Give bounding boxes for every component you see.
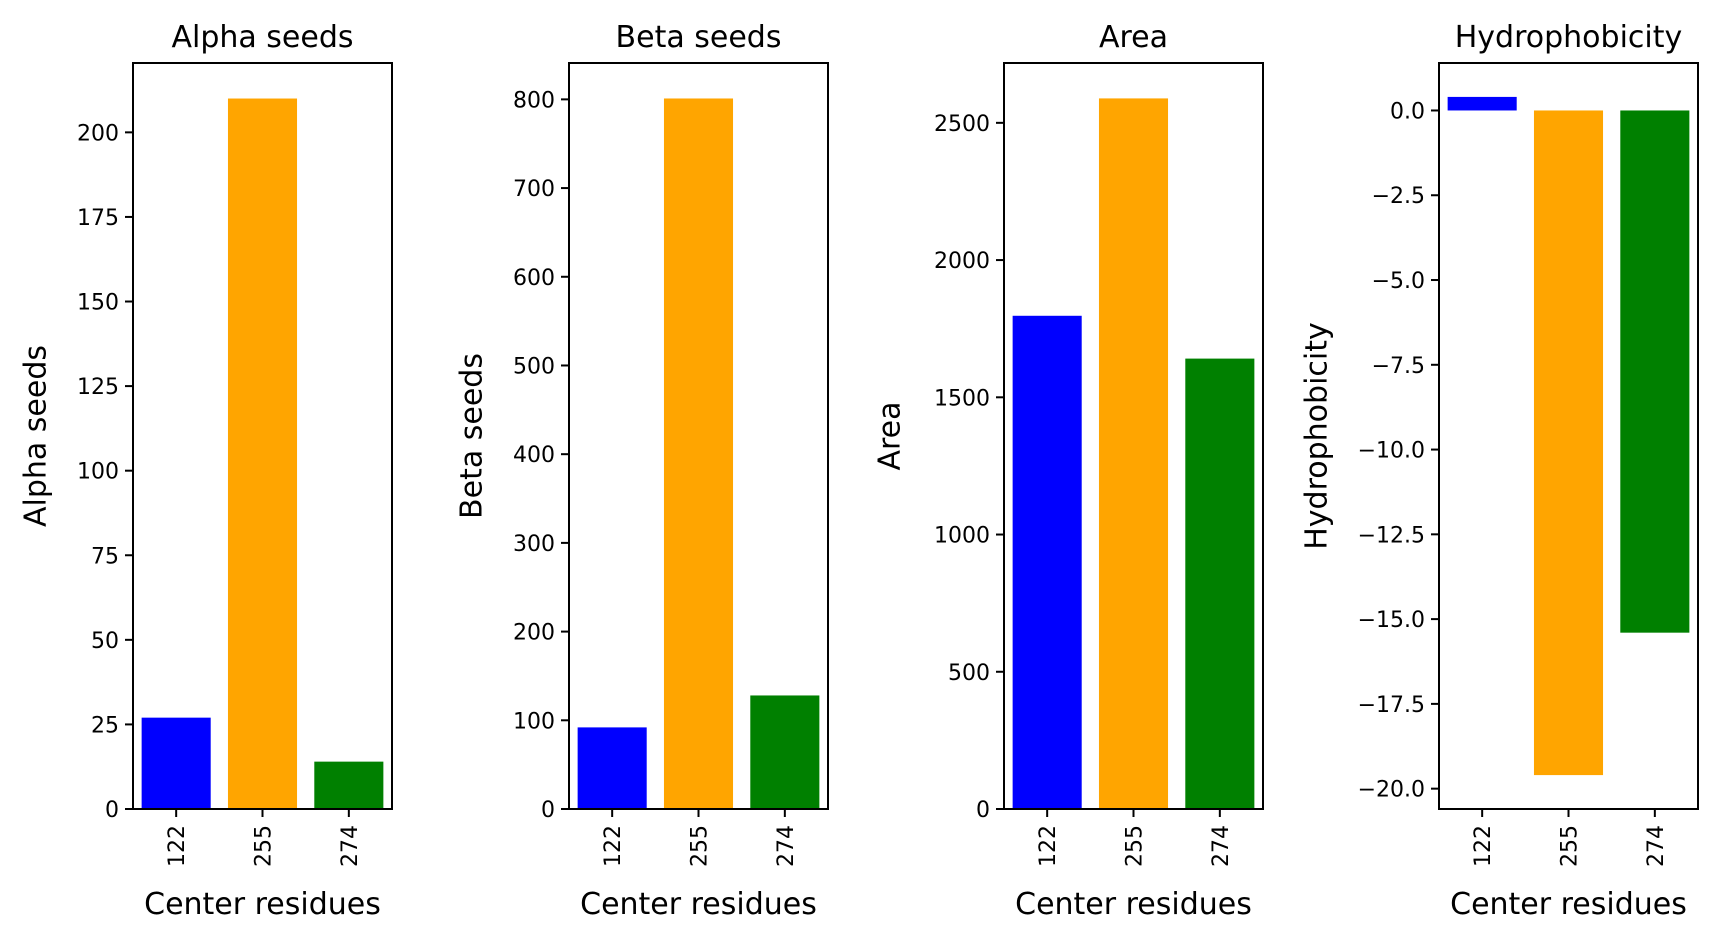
y-tick-label: 150 — [77, 291, 119, 316]
y-tick-label: 0 — [105, 798, 119, 823]
bar-274 — [750, 695, 820, 809]
bar-122 — [1012, 315, 1082, 809]
x-tick-label: 122 — [601, 825, 626, 867]
subplot-1: 0 25 50 75 100 125 150 175 200 122 255 274 Alpha see… — [19, 20, 393, 922]
y-tick-label: 1500 — [934, 386, 990, 411]
x-tick-label: 255 — [688, 825, 713, 867]
subplot-3: 0 500 1000 1500 2000 2500 122 255 274 Area Center … — [873, 20, 1264, 922]
y-tick-label: 25 — [91, 713, 119, 738]
y-tick-label: 0.0 — [1390, 99, 1425, 124]
chart-title: Hydrophobicity — [1455, 20, 1683, 55]
y-tick-label: 2500 — [934, 112, 990, 137]
y-axis-label: Area — [873, 401, 908, 470]
chart-title: Area — [1099, 20, 1168, 55]
x-tick-label: 255 — [252, 825, 277, 867]
x-axis-label: Center residues — [580, 887, 817, 922]
y-tick-label: 200 — [77, 121, 119, 146]
x-tick-label: 255 — [1123, 825, 1148, 867]
y-tick-label: −17.5 — [1358, 693, 1425, 718]
y-axis-label: Hydrophobicity — [1300, 322, 1335, 550]
bar-255 — [1533, 110, 1604, 776]
y-tick-label: 800 — [513, 88, 555, 113]
chart-title: Beta seeds — [616, 20, 782, 55]
x-tick-label: 122 — [1471, 825, 1496, 867]
bar-255 — [663, 98, 734, 809]
x-tick-label: 122 — [165, 825, 190, 867]
x-tick-label: 255 — [1558, 825, 1583, 867]
x-tick-label: 274 — [1644, 825, 1669, 867]
x-tick-label: 274 — [774, 825, 799, 867]
bar-122 — [577, 727, 647, 809]
x-axis-label: Center residues — [144, 887, 381, 922]
x-axis-label: Center residues — [1450, 887, 1687, 922]
subplot-4: 0.0 −2.5 −5.0 −7.5 −10.0 −12.5 −15.0 −17.5 −20.0… — [1300, 20, 1699, 922]
bar-274 — [314, 761, 384, 809]
bar-122 — [141, 717, 211, 809]
x-tick-label: 274 — [1209, 825, 1234, 867]
y-axis-label: Alpha seeds — [19, 345, 54, 527]
y-tick-label: 2000 — [934, 249, 990, 274]
y-tick-label: −20.0 — [1358, 778, 1425, 803]
y-tick-label: 75 — [91, 544, 119, 569]
y-tick-label: 175 — [77, 206, 119, 231]
y-tick-label: −7.5 — [1372, 354, 1425, 379]
y-tick-label: 100 — [77, 460, 119, 485]
y-tick-label: 300 — [513, 532, 555, 557]
y-tick-label: −5.0 — [1372, 269, 1425, 294]
y-tick-label: 100 — [513, 709, 555, 734]
x-axis-label: Center residues — [1015, 887, 1252, 922]
subplot-2: 0 100 200 300 400 500 600 700 800 122 255 274 Beta s… — [455, 20, 829, 922]
y-tick-label: 400 — [513, 443, 555, 468]
y-tick-label: 1000 — [934, 524, 990, 549]
bar-255 — [1098, 98, 1169, 809]
y-tick-label: 500 — [948, 661, 990, 686]
y-tick-label: 0 — [976, 798, 990, 823]
bar-274 — [1185, 358, 1255, 809]
y-tick-label: −15.0 — [1358, 608, 1425, 633]
bar-274 — [1620, 110, 1690, 633]
bar-255 — [227, 98, 298, 810]
y-tick-label: 125 — [77, 375, 119, 400]
y-tick-label: 50 — [91, 629, 119, 654]
y-tick-label: −10.0 — [1358, 439, 1425, 464]
y-tick-label: −12.5 — [1358, 523, 1425, 548]
x-tick-label: 274 — [338, 825, 363, 867]
y-tick-label: 0 — [541, 798, 555, 823]
y-tick-label: −2.5 — [1372, 184, 1425, 209]
x-tick-label: 122 — [1036, 825, 1061, 867]
y-axis-label: Beta seeds — [455, 353, 490, 519]
y-tick-label: 200 — [513, 621, 555, 646]
y-tick-label: 700 — [513, 177, 555, 202]
bar-122 — [1447, 96, 1517, 111]
chart-title: Alpha seeds — [171, 20, 353, 55]
y-tick-label: 600 — [513, 266, 555, 291]
y-tick-label: 500 — [513, 354, 555, 379]
